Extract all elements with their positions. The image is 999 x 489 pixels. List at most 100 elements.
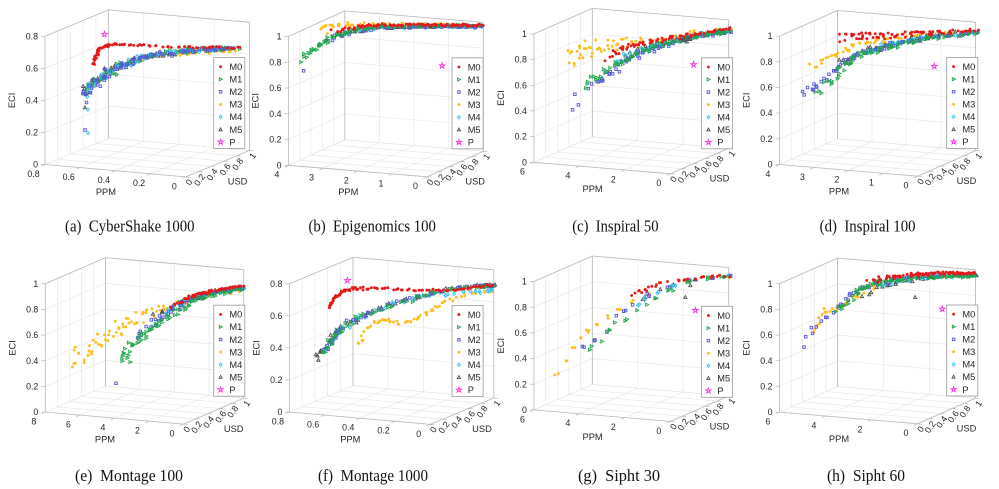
svg-text:P: P (717, 386, 723, 396)
svg-text:M1: M1 (468, 75, 481, 85)
svg-text:2: 2 (135, 426, 140, 436)
svg-text:8: 8 (31, 417, 36, 427)
svg-text:M4: M4 (229, 360, 242, 370)
svg-text:M1: M1 (229, 322, 242, 332)
svg-text:ECI: ECI (251, 340, 261, 356)
svg-text:M3: M3 (468, 100, 481, 110)
svg-text:0: 0 (768, 407, 773, 417)
svg-text:M0: M0 (468, 62, 481, 72)
svg-text:0.8: 0.8 (272, 416, 284, 426)
svg-text:PPM: PPM (829, 434, 849, 444)
svg-text:(a) CyberShake 1000: (a) CyberShake 1000 (65, 217, 195, 236)
svg-text:0: 0 (428, 425, 439, 435)
svg-text:0: 0 (413, 181, 418, 191)
svg-text:0: 0 (915, 177, 926, 187)
svg-text:0: 0 (668, 174, 679, 184)
svg-text:P: P (229, 385, 235, 395)
svg-text:0.8: 0.8 (760, 57, 772, 67)
svg-text:M2: M2 (229, 87, 242, 97)
svg-text:USD: USD (957, 424, 977, 434)
svg-text:USD: USD (228, 176, 248, 186)
svg-text:M1: M1 (717, 75, 730, 85)
svg-text:(g) Sipht 30: (g) Sipht 30 (578, 466, 660, 485)
svg-text:USD: USD (465, 177, 485, 187)
svg-text:0: 0 (768, 160, 773, 170)
svg-text:6: 6 (520, 414, 525, 424)
svg-text:0: 0 (668, 422, 679, 432)
svg-text:0.4: 0.4 (342, 423, 354, 433)
svg-text:6: 6 (766, 417, 771, 427)
svg-text:M0: M0 (229, 62, 242, 72)
svg-text:0.2: 0.2 (377, 426, 389, 436)
svg-text:0.8: 0.8 (26, 31, 38, 41)
svg-text:ECI: ECI (496, 338, 506, 354)
svg-text:4: 4 (275, 170, 280, 180)
svg-text:M3: M3 (717, 349, 730, 359)
svg-text:PPM: PPM (829, 187, 849, 197)
svg-text:0: 0 (904, 181, 909, 191)
svg-text:2: 2 (611, 422, 616, 432)
svg-text:2: 2 (835, 175, 840, 185)
svg-text:1: 1 (522, 277, 527, 287)
svg-text:1: 1 (247, 151, 258, 161)
svg-text:M5: M5 (468, 125, 481, 135)
svg-text:1: 1 (33, 279, 38, 289)
svg-text:1: 1 (973, 399, 984, 409)
svg-text:0.6: 0.6 (63, 172, 75, 182)
svg-text:3: 3 (800, 172, 805, 182)
svg-text:1: 1 (869, 178, 874, 188)
svg-text:0.8: 0.8 (515, 302, 527, 312)
svg-text:M5: M5 (717, 374, 730, 384)
svg-text:0: 0 (656, 426, 661, 436)
svg-text:2: 2 (858, 424, 863, 434)
svg-text:0.4: 0.4 (26, 356, 38, 366)
svg-text:1: 1 (522, 29, 527, 39)
svg-text:M2: M2 (468, 335, 481, 345)
svg-text:0: 0 (170, 429, 175, 439)
svg-text:P: P (468, 138, 474, 148)
svg-text:USD: USD (472, 424, 492, 434)
svg-text:M1: M1 (962, 75, 975, 85)
svg-text:M4: M4 (468, 360, 481, 370)
svg-text:P: P (468, 385, 474, 395)
svg-text:0.6: 0.6 (515, 80, 527, 90)
svg-text:0.6: 0.6 (515, 328, 527, 338)
svg-text:0.2: 0.2 (26, 128, 38, 138)
svg-text:P: P (717, 138, 723, 148)
svg-text:(e) Montage 100: (e) Montage 100 (75, 466, 183, 485)
svg-text:PPM: PPM (583, 184, 603, 194)
svg-text:0.6: 0.6 (307, 420, 319, 430)
svg-text:ECI: ECI (742, 93, 752, 109)
svg-text:M0: M0 (962, 310, 975, 320)
svg-text:(d) Inspiral 100: (d) Inspiral 100 (820, 217, 916, 236)
svg-text:M5: M5 (717, 125, 730, 135)
svg-text:M2: M2 (468, 87, 481, 97)
svg-text:3: 3 (309, 173, 314, 183)
svg-text:0.8: 0.8 (269, 57, 281, 67)
svg-text:M4: M4 (962, 360, 975, 370)
svg-text:M2: M2 (962, 335, 975, 345)
svg-text:0: 0 (33, 160, 38, 170)
svg-text:0.8: 0.8 (760, 305, 772, 315)
svg-text:(b) Epigenomics 100: (b) Epigenomics 100 (308, 217, 436, 236)
svg-text:USD: USD (957, 176, 977, 186)
svg-text:M1: M1 (717, 323, 730, 333)
svg-text:0.2: 0.2 (760, 382, 772, 392)
svg-text:PPM: PPM (96, 187, 116, 197)
svg-text:0: 0 (277, 160, 282, 170)
svg-text:0: 0 (33, 407, 38, 417)
svg-text:M1: M1 (229, 75, 242, 85)
svg-text:1: 1 (768, 31, 773, 41)
svg-text:0.2: 0.2 (269, 135, 281, 145)
svg-text:0.6: 0.6 (269, 83, 281, 93)
svg-text:0: 0 (277, 407, 282, 417)
svg-text:M0: M0 (717, 311, 730, 321)
svg-text:0.2: 0.2 (270, 375, 282, 385)
svg-text:1: 1 (726, 149, 737, 159)
svg-text:0: 0 (522, 405, 527, 415)
svg-text:M3: M3 (717, 100, 730, 110)
svg-text:4: 4 (565, 171, 570, 181)
svg-text:M5: M5 (962, 372, 975, 382)
svg-text:M4: M4 (962, 112, 975, 122)
svg-text:0.4: 0.4 (760, 108, 772, 118)
